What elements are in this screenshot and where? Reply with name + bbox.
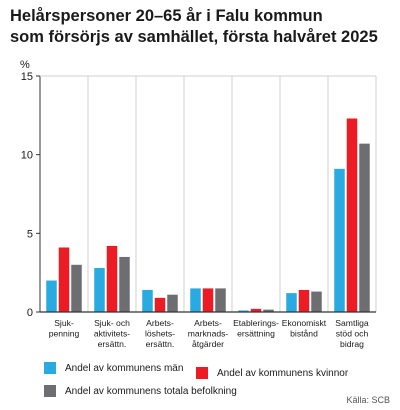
bar	[311, 291, 322, 312]
x-category-label-line: Etablerings-	[233, 318, 279, 328]
chart-title-line-1: Helårspersoner 20–65 år i Falu kommun	[10, 7, 323, 25]
x-category-label-line: åtgärder	[192, 339, 224, 349]
bar	[58, 247, 70, 312]
x-category-label-line: ersättn.	[98, 339, 127, 349]
bar	[263, 309, 274, 312]
bar	[154, 297, 166, 312]
x-category-label-line: Sjuk- och	[94, 318, 130, 328]
bar	[286, 293, 297, 312]
bar	[71, 264, 82, 312]
x-category-label: Arbets-löshets-ersättn.	[145, 318, 175, 349]
bar	[46, 280, 57, 312]
x-category-label-line: penning	[49, 329, 80, 339]
bar	[190, 288, 201, 312]
x-category-label-line: marknads-	[188, 329, 229, 339]
legend-item-men: Andel av kommunens män	[44, 362, 183, 374]
legend-item-total: Andel av kommunens totala befolkning	[44, 385, 237, 397]
legend-label-women: Andel av kommunens kvinnor	[217, 367, 349, 379]
bar	[346, 118, 358, 312]
y-axis-unit-label: %	[20, 59, 30, 71]
x-category-label-line: Samtliga	[335, 318, 369, 328]
bar	[215, 288, 226, 312]
x-category-label-line: ersättning	[237, 329, 275, 339]
legend-label-total: Andel av kommunens totala befolkning	[65, 385, 237, 397]
bar	[94, 267, 105, 312]
chart-title-line-2: som försörjs av samhället, första halvår…	[10, 28, 378, 46]
y-tick-label: 15	[21, 71, 33, 83]
x-category-label: Sjuk- och aktivitets-ersättn.	[94, 318, 130, 349]
bar	[202, 288, 214, 312]
chart-title: Helårspersoner 20–65 år i Falu kommun so…	[10, 6, 395, 48]
bar	[142, 289, 153, 312]
bar	[167, 294, 178, 312]
legend-swatch-women	[196, 367, 208, 379]
x-category-label-line: aktivitets-	[94, 329, 130, 339]
x-category-label: Arbets-marknads-åtgärder	[188, 318, 229, 349]
legend-label-men: Andel av kommunens män	[65, 362, 184, 374]
x-category-label-line: Ekonomiskt	[282, 318, 327, 328]
x-category-label: Sjuk-penning	[49, 318, 80, 339]
x-category-label-line: stöd och	[336, 329, 369, 339]
y-tick-label: 0	[27, 307, 33, 319]
x-category-label-line: Sjuk-	[54, 318, 74, 328]
legend-swatch-men	[44, 362, 56, 374]
x-category-label-line: Arbets-	[194, 318, 222, 328]
bar	[298, 289, 310, 312]
bar	[238, 310, 249, 312]
legend-swatch-total	[44, 385, 56, 397]
x-category-label-line: Arbets-	[146, 318, 174, 328]
x-category-label: Etablerings-ersättning	[233, 318, 279, 339]
y-tick-label: 10	[21, 150, 33, 162]
x-category-label-line: bistånd	[290, 329, 318, 339]
bar	[334, 168, 345, 312]
x-category-label: Samtliga stöd och bidrag	[335, 318, 369, 349]
y-tick-label: 5	[27, 228, 33, 240]
bar	[359, 143, 370, 312]
bar	[250, 308, 262, 312]
x-category-label-line: ersättn.	[146, 339, 175, 349]
legend-item-women: Andel av kommunens kvinnor	[196, 367, 348, 379]
bar	[106, 245, 118, 312]
bar	[119, 256, 130, 312]
x-category-label-line: bidrag	[340, 339, 364, 349]
x-category-label: Ekonomiskt bistånd	[282, 318, 327, 339]
source-note: Källa: SCB	[346, 395, 390, 405]
x-category-label-line: löshets-	[145, 329, 175, 339]
